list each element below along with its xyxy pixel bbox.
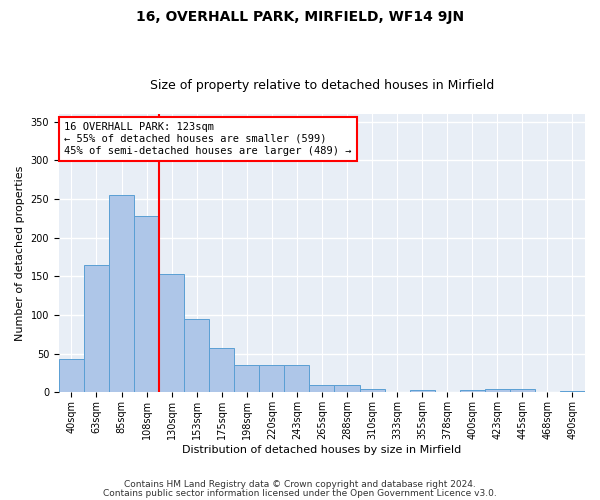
Bar bbox=[84, 265, 109, 392]
Text: 16, OVERHALL PARK, MIRFIELD, WF14 9JN: 16, OVERHALL PARK, MIRFIELD, WF14 9JN bbox=[136, 10, 464, 24]
Bar bbox=[184, 319, 209, 392]
Y-axis label: Number of detached properties: Number of detached properties bbox=[15, 166, 25, 341]
Bar bbox=[560, 391, 585, 392]
X-axis label: Distribution of detached houses by size in Mirfield: Distribution of detached houses by size … bbox=[182, 445, 461, 455]
Bar bbox=[59, 359, 84, 392]
Bar bbox=[410, 390, 434, 392]
Bar bbox=[310, 384, 334, 392]
Bar bbox=[209, 348, 234, 393]
Bar bbox=[159, 274, 184, 392]
Bar bbox=[234, 366, 259, 392]
Bar bbox=[284, 366, 310, 392]
Bar bbox=[359, 388, 385, 392]
Bar bbox=[259, 366, 284, 392]
Text: 16 OVERHALL PARK: 123sqm
← 55% of detached houses are smaller (599)
45% of semi-: 16 OVERHALL PARK: 123sqm ← 55% of detach… bbox=[64, 122, 352, 156]
Bar bbox=[460, 390, 485, 392]
Title: Size of property relative to detached houses in Mirfield: Size of property relative to detached ho… bbox=[150, 79, 494, 92]
Bar bbox=[510, 388, 535, 392]
Bar bbox=[334, 384, 359, 392]
Bar bbox=[485, 388, 510, 392]
Text: Contains HM Land Registry data © Crown copyright and database right 2024.: Contains HM Land Registry data © Crown c… bbox=[124, 480, 476, 489]
Text: Contains public sector information licensed under the Open Government Licence v3: Contains public sector information licen… bbox=[103, 488, 497, 498]
Bar bbox=[134, 216, 159, 392]
Bar bbox=[109, 195, 134, 392]
